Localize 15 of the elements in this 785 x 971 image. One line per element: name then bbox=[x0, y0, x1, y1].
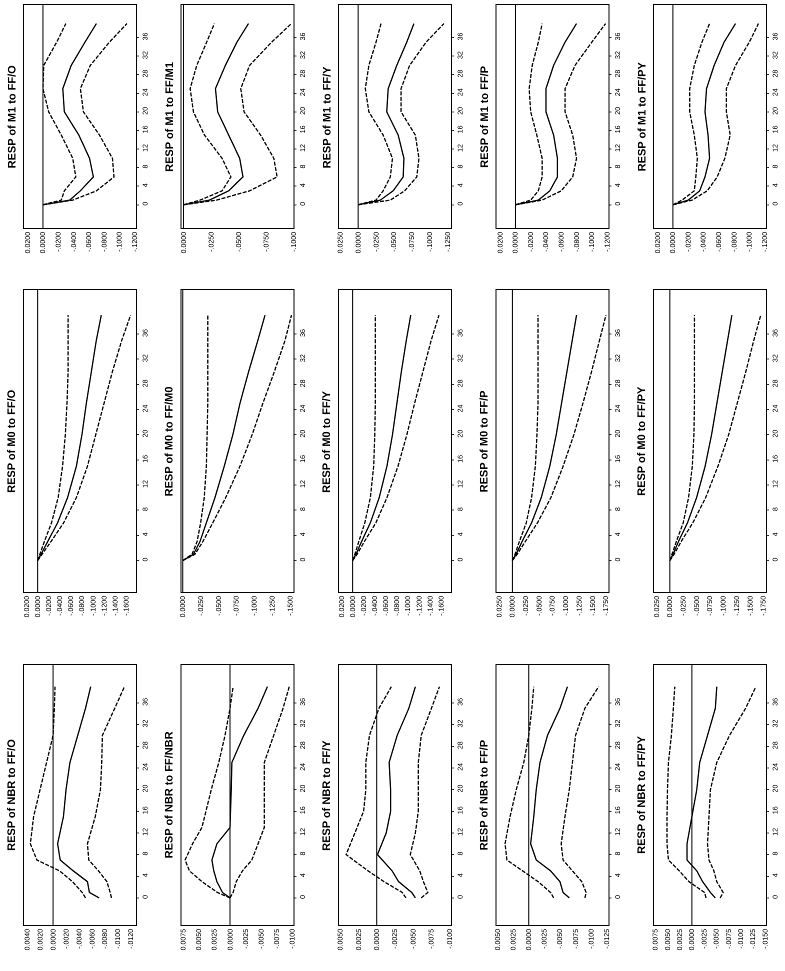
text: RESP of M1 to FF/P bbox=[478, 66, 491, 168]
text: RESP of M0 to FF/PY bbox=[636, 386, 648, 496]
text: RESP of NBR to FF/O bbox=[6, 738, 18, 851]
text: RESP of M0 to FF/P bbox=[478, 390, 490, 492]
text: RESP of M1 to FF/PY bbox=[636, 61, 648, 172]
text: RESP of M1 to FF/M1 bbox=[164, 62, 176, 172]
text: RESP of M0 to FF/Y bbox=[320, 390, 333, 493]
text: RESP of M1 to FF/Y bbox=[321, 66, 334, 168]
text: RESP of M0 to FF/M0 bbox=[163, 386, 176, 496]
text: RESP of NBR to FF/Y bbox=[320, 740, 333, 851]
text: RESP of NBR to FF/NBR bbox=[163, 731, 176, 858]
text: RESP of NBR to FF/P bbox=[478, 740, 490, 850]
text: RESP of NBR to FF/PY bbox=[636, 735, 648, 854]
text: RESP of M0 to FF/O bbox=[6, 389, 18, 493]
text: RESP of M1 to FF/O bbox=[6, 64, 18, 168]
